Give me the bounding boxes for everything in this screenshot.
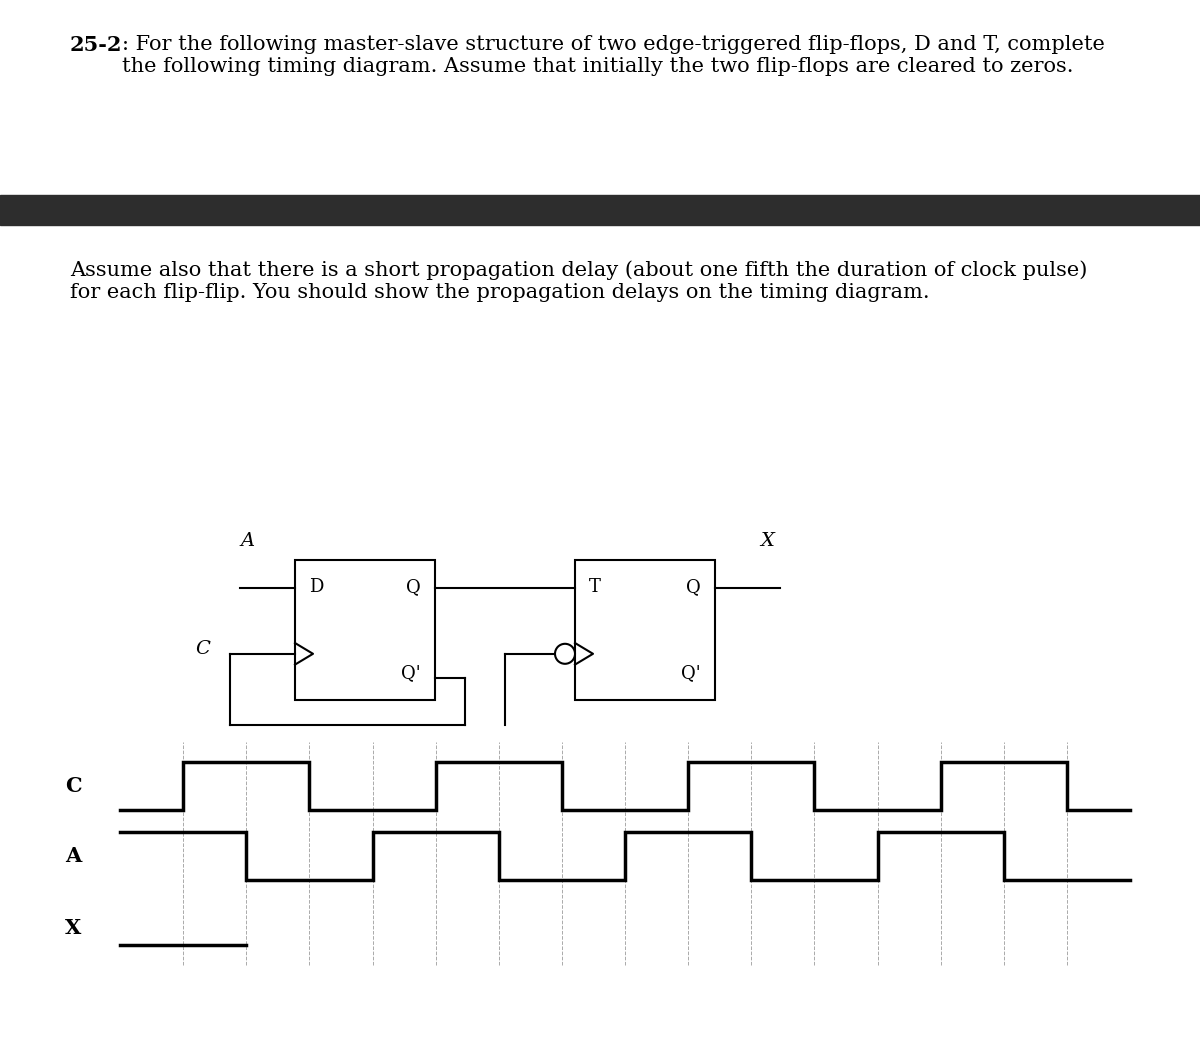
Text: C: C: [65, 776, 82, 796]
Bar: [575, 560, 715, 700]
Text: 25-2: 25-2: [70, 35, 122, 55]
Text: X: X: [760, 532, 774, 550]
Text: Q': Q': [401, 664, 421, 682]
Text: A: A: [240, 532, 254, 550]
Text: Assume also that there is a short propagation delay (about one fifth the duratio: Assume also that there is a short propag…: [70, 260, 1087, 302]
Text: C: C: [194, 640, 210, 658]
Text: Q: Q: [407, 578, 421, 596]
Circle shape: [554, 644, 575, 664]
Text: T: T: [589, 578, 601, 596]
Bar: [0, 195, 1200, 225]
Text: Q': Q': [682, 664, 701, 682]
Text: D: D: [310, 578, 323, 596]
Text: : For the following master-slave structure of two edge-triggered flip-flops, D a: : For the following master-slave structu…: [122, 35, 1105, 76]
Text: Q: Q: [686, 578, 701, 596]
Text: A: A: [65, 846, 82, 866]
Bar: [295, 560, 436, 700]
Text: X: X: [65, 918, 82, 938]
